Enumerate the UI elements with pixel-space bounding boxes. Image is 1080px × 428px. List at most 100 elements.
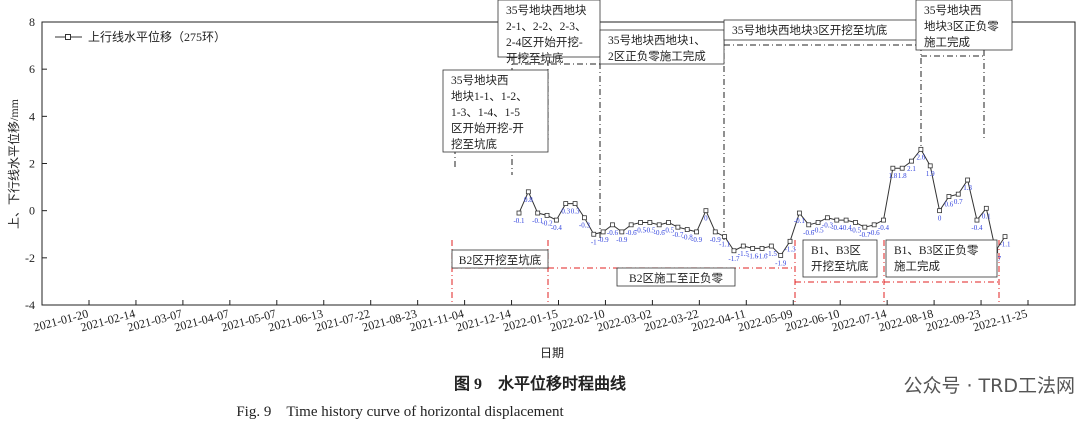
point	[610, 222, 615, 228]
y-tick-label: -2	[25, 251, 35, 265]
data-label: 0.7	[954, 198, 963, 206]
data-label: -0.4	[551, 224, 563, 232]
annotation-box	[451, 249, 549, 269]
y-tick-label: -4	[25, 298, 35, 312]
annotation-box	[915, 0, 1013, 51]
point	[600, 229, 606, 235]
point	[825, 215, 830, 221]
point	[768, 243, 774, 249]
y-tick-label: 8	[29, 15, 35, 29]
annotation-text: 35号地块西地块1、	[608, 34, 706, 47]
data-label: -0.1	[532, 217, 544, 225]
annotation-text: B1、B3区正负零	[894, 243, 979, 257]
annotation-text: 2-4区开始开挖-	[506, 35, 583, 49]
point	[965, 177, 971, 183]
data-label: -0.7	[672, 231, 684, 239]
annotation-text: 35号地块西	[451, 74, 509, 87]
data-label: -0.3	[579, 222, 591, 230]
annotation-text: 35号地块西	[924, 4, 982, 17]
point	[890, 165, 896, 171]
annotation-box	[497, 0, 601, 58]
point	[638, 220, 643, 225]
y-tick-label: 2	[29, 157, 35, 171]
data-label: -1.6	[747, 252, 759, 260]
point	[806, 222, 812, 228]
annotation-box	[599, 29, 725, 65]
data-label: 1.8	[888, 172, 897, 180]
point	[853, 220, 858, 225]
point	[712, 229, 718, 235]
point	[937, 208, 942, 214]
annotation-text: 地块1-1、1-2、	[451, 90, 528, 103]
point	[544, 212, 550, 218]
annotation-text: 施工完成	[924, 35, 970, 49]
point	[815, 220, 821, 225]
data-label: 1.3	[963, 184, 972, 192]
point	[675, 224, 681, 230]
data-label: -0.5	[813, 226, 825, 234]
caption-en: Fig. 9 Time history curve of horizontal …	[236, 404, 564, 420]
data-label: 0.8	[524, 196, 533, 204]
data-label: -0.6	[869, 229, 881, 237]
data-label: -1.9	[775, 259, 787, 267]
x-tick-label: 2022-11-25	[971, 306, 1028, 334]
point	[666, 220, 671, 225]
x-axis-label: 日期	[540, 346, 564, 360]
point	[778, 253, 784, 258]
point	[656, 222, 662, 228]
data-label: -0.4	[971, 224, 983, 232]
y-tick-label: 6	[29, 62, 35, 76]
point	[582, 215, 587, 221]
data-label: -0.5	[850, 226, 862, 234]
data-label: 2.6	[917, 153, 926, 161]
data-label: 0.6	[945, 201, 954, 209]
point	[516, 210, 522, 216]
point	[535, 210, 541, 216]
annotation-text: B1、B3区	[811, 245, 861, 257]
point	[647, 220, 653, 225]
data-label: -0.4	[841, 224, 853, 232]
data-label: -0.8	[682, 234, 694, 242]
data-label: -0.9	[616, 236, 628, 244]
data-label: -0.5	[635, 226, 647, 234]
watermark: 公众号 · TRD工法网	[903, 375, 1075, 397]
annotation-text: B2区开挖至坑底	[459, 253, 542, 267]
point	[974, 217, 980, 223]
data-label: 2.1	[907, 165, 916, 173]
data-label: -0.6	[654, 229, 666, 237]
data-label: -0.2	[541, 219, 553, 227]
annotation-text: 35号地块西地块3区开挖至坑底	[732, 23, 888, 37]
data-label: -0.7	[859, 231, 871, 239]
data-label: -1.7	[728, 255, 740, 263]
legend-marker	[65, 34, 71, 40]
point	[909, 158, 914, 164]
point	[694, 229, 699, 235]
annotation-text: 开挖至坑底	[506, 51, 564, 65]
data-label: -0.4	[878, 224, 890, 232]
annotation-box	[616, 267, 736, 287]
annotation-box	[802, 239, 878, 278]
annotation-text: 2-1、2-2、2-3、	[506, 21, 587, 33]
data-label: -0.9	[691, 236, 703, 244]
point	[722, 234, 728, 240]
y-tick-label: 4	[29, 109, 35, 123]
point	[703, 208, 709, 214]
data-label: -0.6	[803, 229, 815, 237]
point	[572, 201, 578, 206]
data-label: 0.1	[982, 212, 991, 220]
data-label: -0.9	[710, 236, 722, 244]
annotation-text: 开挖至坑底	[811, 259, 869, 273]
annotation-text: 区开始开挖-开	[451, 121, 524, 135]
y-tick-label: 0	[29, 204, 35, 218]
annotation-text: 1-3、1-4、1-5	[451, 107, 520, 119]
caption-cn: 图 9 水平位移时程曲线	[454, 374, 626, 393]
point	[628, 222, 634, 228]
point	[881, 217, 886, 223]
point	[684, 227, 690, 232]
point	[927, 163, 933, 169]
point	[525, 189, 531, 195]
point	[955, 191, 961, 197]
data-label: -1.1	[999, 241, 1011, 249]
